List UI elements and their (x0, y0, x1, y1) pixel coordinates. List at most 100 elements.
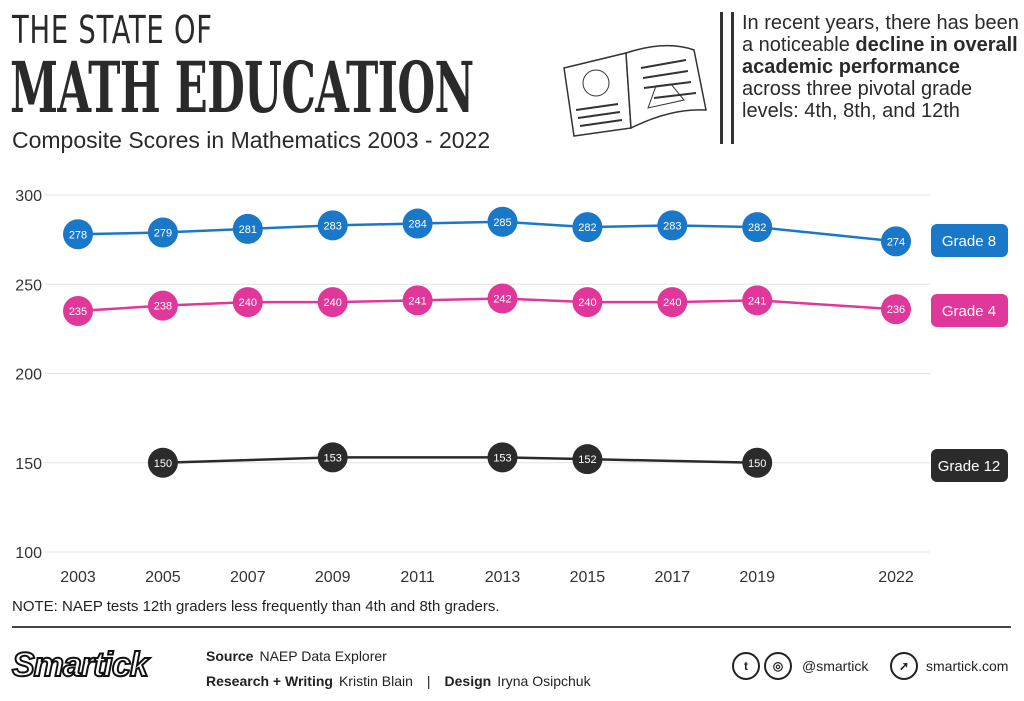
data-label: 240 (578, 297, 596, 309)
note: NOTE: NAEP tests 12th graders less frequ… (12, 598, 500, 615)
data-label: 285 (493, 217, 511, 229)
y-tick-label: 150 (15, 456, 42, 473)
data-label: 281 (239, 224, 257, 236)
x-tick-label: 2022 (878, 569, 914, 586)
data-point (147, 290, 178, 321)
y-tick-label: 100 (15, 545, 42, 562)
data-point (657, 287, 688, 318)
data-label: 283 (324, 220, 342, 232)
description: In recent years, there has been a notice… (742, 12, 1022, 122)
source-label: Source (206, 648, 254, 664)
data-point (881, 294, 911, 325)
data-label: 282 (748, 222, 766, 234)
data-point (572, 287, 603, 318)
research-value: Kristin Blain (338, 673, 413, 689)
legend-label: Grade 4 (942, 303, 996, 320)
source-credit: Source NAEP Data Explorer (206, 648, 387, 664)
data-label: 279 (154, 227, 172, 239)
data-label: 236 (887, 304, 905, 316)
data-point (147, 447, 178, 478)
legend-badge (931, 449, 1008, 482)
x-tick-label: 2007 (230, 569, 266, 586)
data-point (317, 210, 348, 241)
legend-label: Grade 12 (938, 458, 1001, 475)
data-label: 240 (239, 297, 257, 309)
instagram-icon[interactable]: ◎ (764, 652, 792, 680)
cursor-icon: ➚ (890, 652, 918, 680)
data-point (317, 287, 348, 318)
x-tick-label: 2005 (145, 569, 181, 586)
legend-badge (931, 294, 1008, 327)
description-text: In recent years, there has been a notice… (742, 12, 1019, 56)
data-point (402, 208, 433, 239)
design-label: Design (444, 673, 492, 689)
website-link[interactable]: smartick.com (926, 658, 1009, 674)
data-label: 150 (748, 458, 766, 470)
title-line2: MATH EDUCATION (10, 46, 474, 129)
footer-divider (12, 626, 1011, 628)
x-tick-label: 2015 (570, 569, 606, 586)
data-label: 241 (748, 295, 766, 307)
legend-badge (931, 224, 1008, 257)
data-label: 153 (493, 452, 511, 464)
data-label: 284 (408, 219, 426, 231)
source-value: NAEP Data Explorer (259, 648, 387, 664)
separator: | (426, 673, 431, 689)
data-label: 153 (324, 452, 342, 464)
title-line1: THE STATE OF (12, 8, 213, 52)
data-label: 152 (578, 454, 596, 466)
data-point (742, 285, 773, 316)
x-tick-label: 2017 (655, 569, 691, 586)
data-point (232, 213, 263, 244)
subtitle: Composite Scores in Mathematics 2003 - 2… (12, 127, 491, 153)
data-label: 283 (663, 220, 681, 232)
x-tick-label: 2013 (485, 569, 521, 586)
y-tick-label: 200 (15, 367, 42, 384)
data-point (147, 217, 178, 248)
legend-label: Grade 8 (942, 233, 996, 250)
twitter-icon[interactable]: t (732, 652, 760, 680)
divider (720, 12, 734, 144)
description-bold: decline in overall academic performance (742, 34, 1018, 78)
data-label: 282 (578, 222, 596, 234)
data-label: 274 (887, 236, 905, 248)
series-line (77, 297, 897, 313)
data-label: 235 (69, 306, 87, 318)
data-label: 278 (69, 229, 87, 241)
team-credit: Research + Writing Kristin Blain | Design Ir… (206, 673, 591, 689)
social-handle[interactable]: @smartick (802, 658, 869, 674)
data-label: 241 (408, 295, 426, 307)
data-label: 238 (154, 301, 172, 313)
data-point (742, 447, 773, 478)
data-point (881, 226, 911, 257)
book-illustration-icon (563, 44, 707, 137)
description-text: across three pivotal grade levels: 4th, … (742, 78, 973, 122)
data-point (63, 219, 93, 250)
data-point (63, 296, 93, 327)
data-point (572, 444, 603, 475)
y-tick-label: 300 (15, 188, 42, 205)
data-point (317, 442, 348, 473)
series-line (77, 220, 897, 243)
data-point (232, 287, 263, 318)
data-point (402, 285, 433, 316)
data-point (487, 442, 518, 473)
series-line (162, 456, 758, 464)
data-point (657, 210, 688, 241)
x-tick-label: 2009 (315, 569, 351, 586)
data-label: 242 (493, 294, 511, 306)
y-tick-label: 250 (15, 277, 42, 294)
data-label: 150 (154, 458, 172, 470)
data-label: 240 (663, 297, 681, 309)
data-point (742, 212, 773, 243)
x-tick-label: 2011 (400, 569, 435, 586)
data-label: 240 (324, 297, 342, 309)
x-tick-label: 2003 (60, 569, 96, 586)
data-point (487, 283, 518, 314)
data-point (487, 206, 518, 237)
logo: Smartick (11, 645, 150, 685)
line-chart: 100 150 200 250 300 2003 2005 2007 2009 2011 2013 2… (15, 188, 1008, 586)
research-label: Research + Writing (206, 673, 333, 689)
x-tick-label: 2019 (739, 569, 775, 586)
design-value: Iryna Osipchuk (497, 673, 591, 689)
